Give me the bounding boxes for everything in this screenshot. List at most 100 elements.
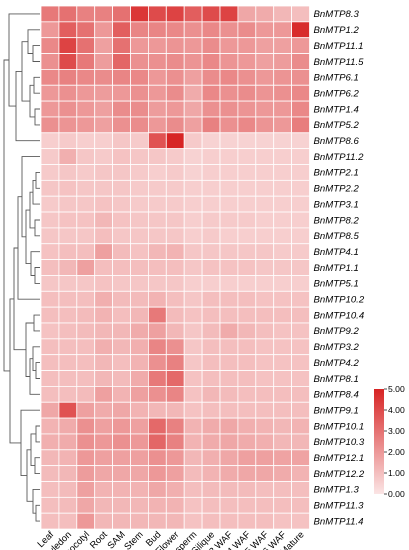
heatmap-cell xyxy=(291,338,310,356)
heatmap-cell xyxy=(76,179,96,197)
heatmap-cell xyxy=(147,306,167,324)
heatmap-cell xyxy=(201,132,221,150)
heatmap-cell xyxy=(147,512,167,530)
heatmap-cell xyxy=(201,306,221,324)
heatmap-cell xyxy=(130,148,149,165)
heatmap-cell xyxy=(273,306,293,324)
heatmap-cell xyxy=(130,512,149,530)
heatmap-cell xyxy=(219,512,239,530)
heatmap-cell xyxy=(58,21,78,39)
heatmap-cell xyxy=(147,5,167,23)
heatmap-cell xyxy=(291,306,310,324)
heatmap-cell xyxy=(219,69,239,86)
heatmap-cell xyxy=(165,195,185,213)
row-label: BnMTP10.3 xyxy=(314,437,365,448)
heatmap-cell xyxy=(130,227,149,245)
heatmap-cell xyxy=(291,148,310,165)
heatmap-cell xyxy=(58,417,78,435)
heatmap-cell xyxy=(112,290,131,308)
heatmap-cell xyxy=(58,132,78,150)
heatmap-cell xyxy=(201,465,221,482)
heatmap-cell xyxy=(183,385,203,403)
heatmap-cell xyxy=(255,449,275,467)
heatmap-cell xyxy=(255,306,275,324)
heatmap-cell xyxy=(273,354,293,371)
heatmap-cell xyxy=(130,259,149,276)
heatmap-cell xyxy=(165,306,185,324)
heatmap-cell xyxy=(219,259,239,276)
heatmap-cell xyxy=(130,53,149,70)
heatmap-cell xyxy=(237,306,257,324)
heatmap-cell xyxy=(165,275,185,292)
heatmap-cell xyxy=(58,227,78,245)
heatmap-cell xyxy=(237,338,257,356)
heatmap-cell xyxy=(255,385,275,403)
dendrogram-branch xyxy=(34,108,40,126)
heatmap-cell xyxy=(291,465,310,482)
heatmap-cell xyxy=(237,259,257,276)
heatmap-cell xyxy=(291,179,310,197)
heatmap-cell xyxy=(40,322,60,340)
heatmap-cell xyxy=(40,465,60,482)
heatmap-cell xyxy=(147,21,167,39)
heatmap-cell xyxy=(273,5,293,23)
heatmap-cell xyxy=(76,354,96,371)
heatmap-cell xyxy=(291,385,310,403)
heatmap-cell xyxy=(112,481,131,498)
heatmap-cell xyxy=(165,385,185,403)
dendrogram-branch xyxy=(21,156,40,238)
heatmap-cell xyxy=(147,385,167,403)
column-labels: LeafCotyledonHypocotylRootSAMStemBudFlow… xyxy=(35,528,306,550)
heatmap-cell xyxy=(201,275,221,292)
dendrogram-branch xyxy=(35,171,40,189)
heatmap-cell xyxy=(201,37,221,54)
heatmap-cell xyxy=(112,21,131,39)
heatmap-cell xyxy=(183,84,203,102)
heatmap-cell xyxy=(165,417,185,435)
heatmap-cell xyxy=(183,275,203,292)
heatmap-cell xyxy=(201,211,221,229)
dendrogram-branch xyxy=(3,59,10,372)
heatmap-cell xyxy=(237,116,257,134)
heatmap-cell xyxy=(76,401,96,419)
heatmap-cell xyxy=(219,370,239,387)
heatmap-cell xyxy=(291,417,310,435)
heatmap-cell xyxy=(219,53,239,70)
heatmap-cell xyxy=(147,84,167,102)
heatmap-cell xyxy=(130,100,149,118)
heatmap-cell xyxy=(94,496,113,514)
heatmap-cell xyxy=(130,481,149,498)
row-label: BnMTP9.1 xyxy=(314,406,359,417)
heatmap-cell xyxy=(291,84,310,102)
heatmap-cell xyxy=(76,370,96,387)
row-label: BnMTP1.3 xyxy=(314,485,360,496)
heatmap-cell xyxy=(130,164,149,181)
heatmap-cell xyxy=(273,496,293,514)
heatmap-cell xyxy=(183,449,203,467)
heatmap-cell xyxy=(219,164,239,181)
heatmap-cell xyxy=(147,417,167,435)
heatmap-cell xyxy=(255,243,275,261)
heatmap-cell xyxy=(58,449,78,467)
heatmap-cell xyxy=(40,227,60,245)
heatmap-cell xyxy=(130,322,149,340)
heatmap-cell xyxy=(237,53,257,70)
heatmap-cell xyxy=(112,84,131,102)
heatmap-cell xyxy=(255,275,275,292)
heatmap-cell xyxy=(112,496,131,514)
heatmap-cell xyxy=(219,195,239,213)
heatmap-cell xyxy=(130,195,149,213)
heatmap-cell xyxy=(76,211,96,229)
heatmap-cell xyxy=(94,195,113,213)
heatmap-cell xyxy=(76,259,96,276)
heatmap-cell xyxy=(112,275,131,292)
heatmap-cell xyxy=(183,338,203,356)
heatmap-cell xyxy=(237,465,257,482)
heatmap-cell xyxy=(40,84,60,102)
heatmap-cell xyxy=(201,227,221,245)
dendrogram-branch xyxy=(33,76,40,94)
dendrogram-branch xyxy=(9,298,21,444)
heatmap-cell xyxy=(255,69,275,86)
heatmap-cell xyxy=(58,290,78,308)
